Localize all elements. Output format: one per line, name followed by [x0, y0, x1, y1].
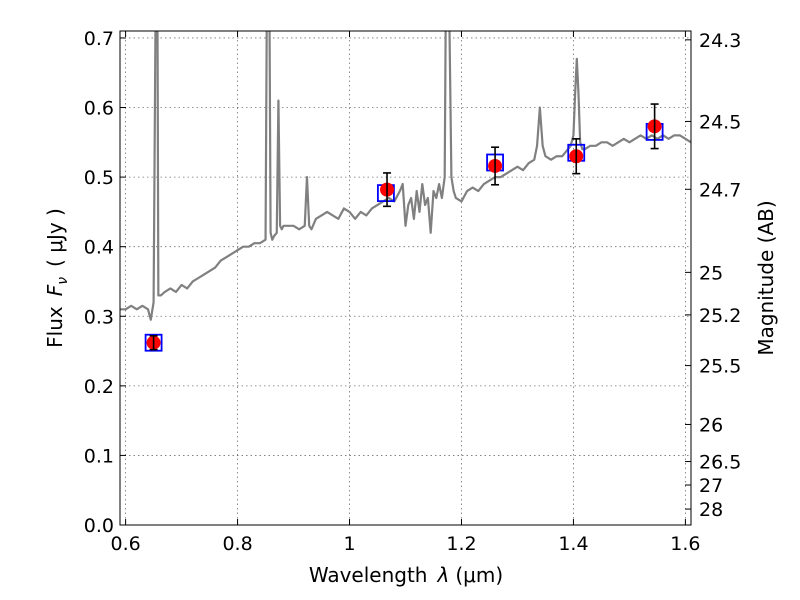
y-tick-label: 0.7 — [84, 28, 114, 50]
right-tick-label: 25.2 — [699, 305, 741, 327]
y-tick-label: 0.0 — [84, 515, 114, 537]
right-tick-label: 24.3 — [699, 30, 741, 52]
y-tick-label: 0.2 — [84, 376, 114, 398]
x-tick-label: 1 — [343, 533, 355, 555]
y-axis-label: FluxFν( μJy ) — [43, 208, 71, 348]
model-square-marker — [144, 333, 163, 352]
plot-background — [120, 31, 691, 525]
x-tick-label: 1.2 — [446, 533, 476, 555]
y-tick-label: 0.4 — [84, 237, 114, 259]
y-tick-label: 0.3 — [84, 306, 114, 328]
right-tick-label: 28 — [699, 499, 723, 521]
tick-layer: 0.6 0.8 1 1.2 1.4 1.6 0.0 0.1 0.2 0.3 0.4 0.5 0.6 0.7… — [84, 28, 742, 555]
x-tick-label: 1.4 — [558, 533, 588, 555]
y-tick-label: 0.5 — [84, 167, 114, 189]
right-tick-label: 26.5 — [699, 452, 741, 474]
x-tick-label: 0.6 — [110, 533, 140, 555]
marker-layer — [144, 103, 664, 352]
right-axis-label: Magnitude (AB) — [754, 200, 778, 355]
y-tick-label: 0.6 — [84, 98, 114, 120]
right-tick-label: 25.5 — [699, 356, 741, 378]
y-tick-label: 0.1 — [84, 445, 114, 467]
x-tick-label: 0.8 — [222, 533, 252, 555]
right-tick-label: 24.5 — [699, 111, 741, 133]
right-tick-label: 25 — [699, 262, 723, 284]
right-tick-label: 26 — [699, 414, 723, 436]
spectrum-line — [120, 31, 691, 321]
series-layer — [120, 31, 691, 321]
x-axis-label: Wavelength λ (μm) — [309, 563, 503, 587]
right-tick-label: 27 — [699, 475, 723, 497]
plot-frame — [119, 30, 692, 526]
right-tick-label: 24.7 — [699, 179, 741, 201]
x-tick-label: 1.6 — [670, 533, 700, 555]
